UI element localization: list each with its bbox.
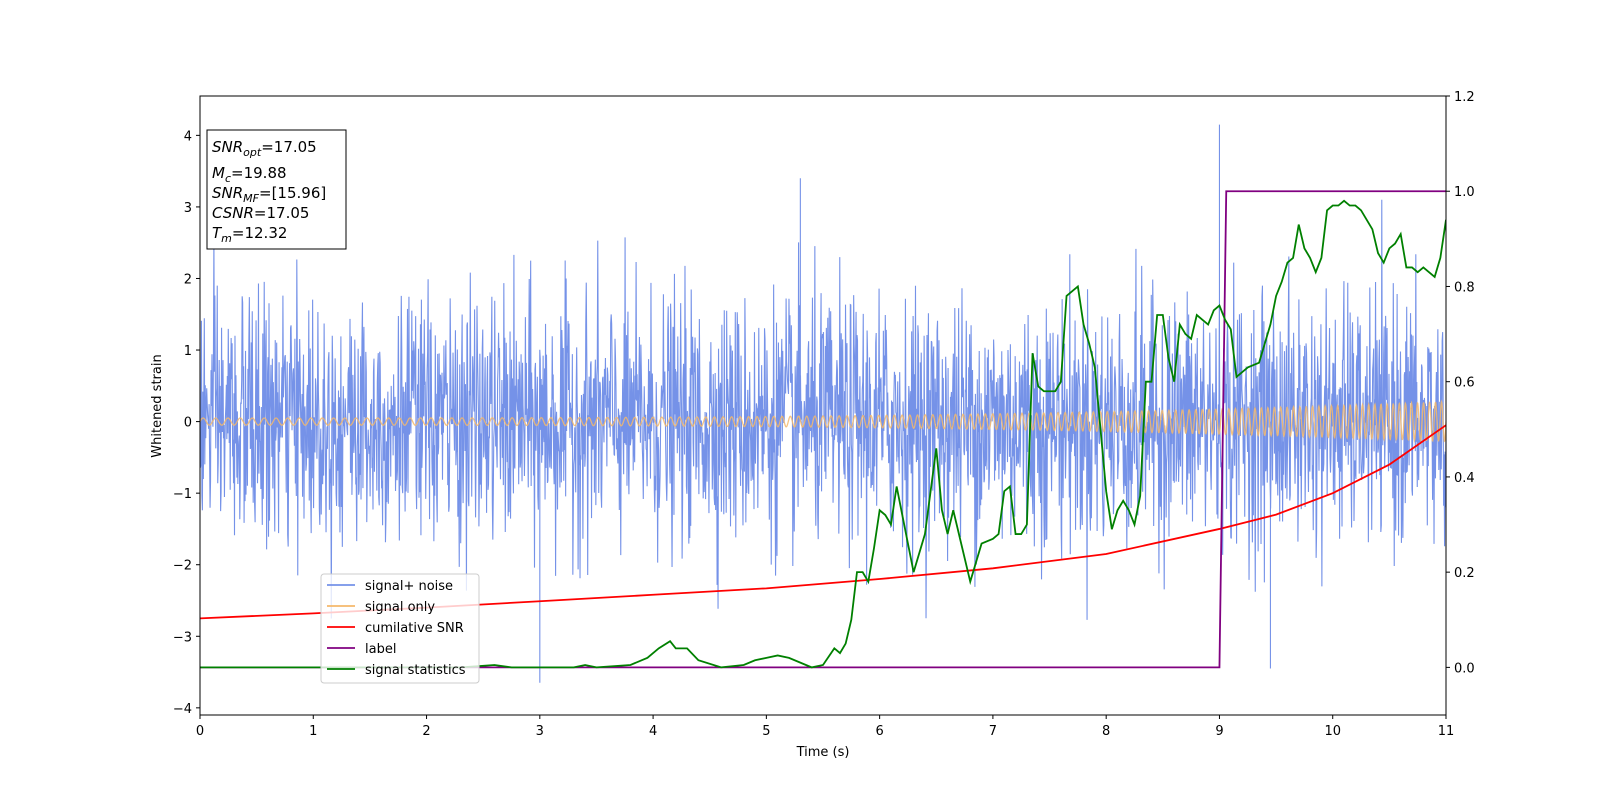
x-tick-label: 7 bbox=[989, 724, 997, 739]
y2-tick-label: 0.8 bbox=[1454, 280, 1475, 295]
legend-label: label bbox=[365, 642, 396, 657]
plot-frame bbox=[199, 95, 1447, 716]
x-tick-label: 5 bbox=[762, 724, 770, 739]
y-tick-label: 2 bbox=[184, 272, 192, 287]
x-tick-label: 1 bbox=[309, 724, 317, 739]
y-tick-label: 4 bbox=[184, 129, 192, 144]
y2-tick-label: 0.0 bbox=[1454, 661, 1475, 676]
y2-tick-label: 0.6 bbox=[1454, 376, 1475, 391]
x-tick-label: 4 bbox=[649, 724, 657, 739]
annotation-tm: Tm=12.32 bbox=[212, 224, 287, 245]
y2-tick-label: 0.2 bbox=[1454, 566, 1475, 581]
x-axis-label: Time (s) bbox=[796, 745, 850, 760]
y2-tick-label: 0.4 bbox=[1454, 471, 1475, 486]
y-tick-label: 0 bbox=[184, 416, 192, 431]
y2-tick-label: 1.0 bbox=[1454, 185, 1475, 200]
legend-frame bbox=[320, 573, 480, 684]
y-axis-left: −4 −3 −2 −1 0 1 2 3 4 bbox=[173, 129, 200, 717]
y-axis-label: Whitened strain bbox=[150, 354, 165, 457]
y-tick-label: −3 bbox=[173, 630, 192, 645]
y-tick-label: 1 bbox=[184, 344, 192, 359]
signal-only-line bbox=[200, 399, 1446, 443]
x-tick-label: 6 bbox=[875, 724, 883, 739]
legend: signal+ noise signal only cumilative SNR la… bbox=[320, 573, 480, 684]
x-tick-label: 3 bbox=[536, 724, 544, 739]
x-tick-label: 11 bbox=[1438, 724, 1455, 739]
legend-label: signal statistics bbox=[365, 663, 466, 678]
y-tick-label: −1 bbox=[173, 487, 192, 502]
series-label bbox=[200, 190, 1446, 669]
x-tick-label: 0 bbox=[196, 724, 204, 739]
annotation-snr-mf: SNRMF=[15.96] bbox=[212, 184, 326, 205]
series-signal-only bbox=[200, 399, 1446, 443]
label-line bbox=[200, 190, 1446, 669]
annotation-csnr: CSNR=17.05 bbox=[212, 204, 309, 222]
y-tick-label: −2 bbox=[173, 559, 192, 574]
x-axis: 0 1 2 3 4 5 6 7 8 9 10 11 bbox=[196, 715, 1454, 739]
x-tick-label: 9 bbox=[1215, 724, 1223, 739]
legend-label: signal+ noise bbox=[365, 579, 453, 594]
y2-tick-label: 1.2 bbox=[1454, 90, 1475, 105]
series-signal-statistics bbox=[200, 199, 1446, 669]
legend-label: signal only bbox=[365, 600, 435, 615]
legend-label: cumilative SNR bbox=[365, 621, 464, 636]
signal-noise-line bbox=[200, 124, 1446, 683]
annotation-snr-opt: SNRopt=17.05 bbox=[212, 138, 317, 159]
x-tick-label: 2 bbox=[422, 724, 430, 739]
x-tick-label: 10 bbox=[1324, 724, 1341, 739]
x-tick-label: 8 bbox=[1102, 724, 1110, 739]
annotation-frame bbox=[206, 129, 347, 250]
signal-statistics-line bbox=[200, 199, 1446, 669]
series-signal-noise bbox=[200, 124, 1446, 683]
y-tick-label: 3 bbox=[184, 201, 192, 216]
annotation-box: SNRopt=17.05 Mc=19.88 SNRMF=[15.96] CSNR… bbox=[206, 129, 347, 250]
y-tick-label: −4 bbox=[173, 702, 192, 717]
annotation-mc: Mc=19.88 bbox=[212, 164, 287, 185]
y-axis-right: 0.0 0.2 0.4 0.6 0.8 1.0 1.2 bbox=[1446, 90, 1475, 676]
